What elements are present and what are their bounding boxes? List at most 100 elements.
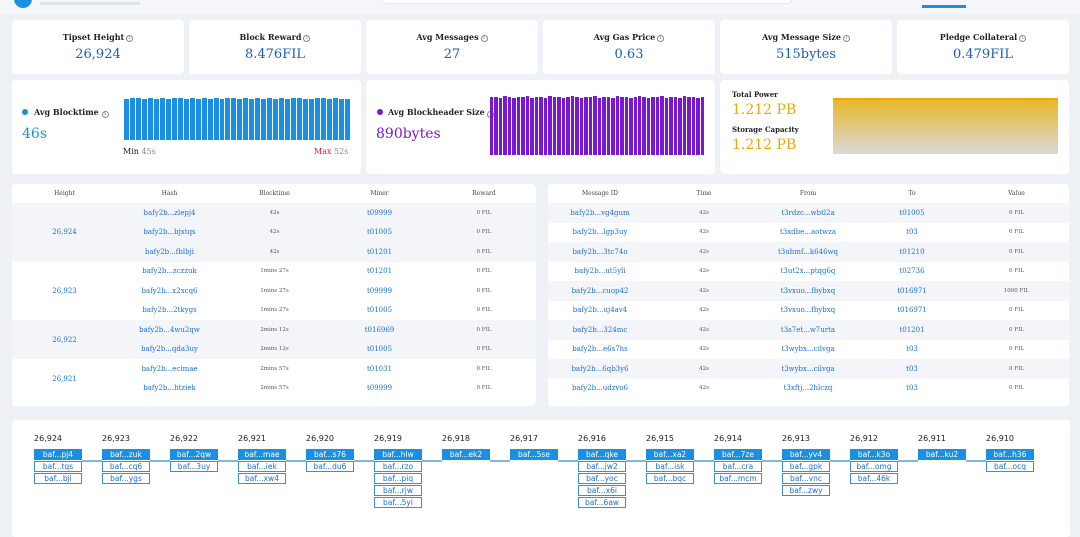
- from-cell[interactable]: t3wybx...cilvga: [781, 345, 835, 354]
- tipset-height[interactable]: 26,917: [510, 434, 538, 443]
- chart-bar[interactable]: [338, 98, 344, 140]
- logo-icon[interactable]: [14, 0, 32, 8]
- chart-bar[interactable]: [135, 98, 141, 140]
- chart-bar[interactable]: [561, 98, 566, 155]
- info-icon[interactable]: i: [126, 34, 134, 42]
- chart-bar[interactable]: [673, 96, 678, 155]
- block-node[interactable]: baf...qke: [578, 449, 626, 460]
- chart-bar[interactable]: [507, 97, 512, 155]
- chart-bar[interactable]: [267, 97, 273, 140]
- chart-bar[interactable]: [593, 96, 597, 155]
- message-id-cell[interactable]: bafy2b...324mc: [548, 320, 652, 340]
- message-id-cell[interactable]: bafy2b...udzvo6: [571, 384, 629, 393]
- message-id-cell[interactable]: bafy2b...3tc74o: [548, 242, 652, 262]
- chart-bar[interactable]: [642, 96, 646, 155]
- chart-bar[interactable]: [332, 98, 338, 140]
- search-input[interactable]: [382, 0, 792, 4]
- chart-bar[interactable]: [611, 98, 615, 155]
- hash-cell[interactable]: bafy2b...htziek: [143, 384, 196, 393]
- info-icon[interactable]: i: [1019, 34, 1027, 42]
- from-cell[interactable]: t3xftj...2hlczq: [783, 384, 833, 393]
- height-cell[interactable]: 26,922: [12, 320, 117, 359]
- block-node[interactable]: baf...mae: [238, 449, 286, 460]
- chart-bar[interactable]: [539, 97, 543, 155]
- chart-bar[interactable]: [700, 97, 705, 155]
- from-cell[interactable]: t3ut2x...ptqg6q: [780, 267, 836, 276]
- from-cell[interactable]: t3uhmf...k646wq: [756, 242, 860, 262]
- block-node[interactable]: baf...yv4: [782, 449, 830, 460]
- chart-bar[interactable]: [297, 98, 303, 140]
- tipset-height[interactable]: 26,921: [238, 434, 266, 443]
- chart-bar[interactable]: [285, 98, 291, 140]
- block-node[interactable]: baf...gpk: [782, 461, 830, 472]
- chart-bar[interactable]: [530, 98, 534, 155]
- chart-bar[interactable]: [213, 98, 219, 140]
- to-cell[interactable]: t03: [860, 359, 964, 379]
- chart-bar[interactable]: [490, 97, 494, 155]
- block-node[interactable]: baf...5se: [510, 449, 558, 460]
- chart-bar[interactable]: [521, 97, 525, 155]
- block-node[interactable]: baf...rzo: [374, 461, 422, 472]
- to-cell[interactable]: t03: [906, 228, 918, 237]
- chart-bar[interactable]: [243, 97, 249, 140]
- chart-bar[interactable]: [655, 96, 660, 155]
- chart-bar[interactable]: [494, 96, 498, 155]
- chart-bar[interactable]: [525, 96, 530, 155]
- block-node[interactable]: baf...yoc: [578, 473, 626, 484]
- to-cell[interactable]: t01201: [860, 320, 964, 340]
- chart-bar[interactable]: [273, 98, 279, 140]
- block-node[interactable]: baf...piq: [374, 473, 422, 484]
- height-cell[interactable]: 26,921: [52, 374, 77, 383]
- tipset-height[interactable]: 26,920: [306, 434, 334, 443]
- to-cell[interactable]: t016971: [860, 281, 964, 301]
- miner-cell[interactable]: t09999: [366, 384, 393, 393]
- chart-bar[interactable]: [512, 98, 516, 155]
- block-node[interactable]: baf...k3o: [850, 449, 898, 460]
- chart-bar[interactable]: [261, 99, 267, 140]
- chart-bar[interactable]: [165, 98, 171, 140]
- block-node[interactable]: baf...xa2: [646, 449, 694, 460]
- block-node[interactable]: baf...zwy: [782, 485, 830, 496]
- chart-bar[interactable]: [651, 97, 655, 155]
- to-cell[interactable]: t02736: [899, 267, 925, 276]
- chart-bar[interactable]: [687, 97, 691, 155]
- miner-cell[interactable]: t09999: [327, 203, 432, 223]
- from-cell[interactable]: t3rdzc...wbtl2a: [756, 203, 860, 223]
- chart-bar[interactable]: [207, 98, 213, 140]
- block-node[interactable]: baf...cq6: [102, 461, 150, 472]
- block-node[interactable]: baf...du6: [306, 461, 354, 472]
- to-cell[interactable]: t03: [906, 345, 918, 354]
- chart-bar[interactable]: [602, 97, 606, 155]
- block-node[interactable]: baf...6aw: [578, 497, 626, 508]
- to-cell[interactable]: t01210: [860, 242, 964, 262]
- hash-cell[interactable]: bafy2b...4wu2qw: [117, 320, 222, 340]
- chart-bar[interactable]: [309, 99, 314, 140]
- chart-bar[interactable]: [575, 96, 579, 155]
- to-cell[interactable]: t03: [906, 384, 918, 393]
- block-node[interactable]: baf...5yi: [374, 497, 422, 508]
- chart-bar[interactable]: [669, 97, 673, 155]
- miner-cell[interactable]: t09999: [366, 286, 393, 295]
- block-node[interactable]: baf...3uy: [170, 461, 218, 472]
- chart-bar[interactable]: [255, 98, 261, 140]
- hash-cell[interactable]: bafy2b...x2xcq6: [141, 286, 198, 295]
- miner-cell[interactable]: t01201: [327, 242, 432, 262]
- chart-bar[interactable]: [615, 96, 620, 155]
- chart-bar[interactable]: [326, 98, 332, 140]
- chart-bar[interactable]: [678, 98, 682, 155]
- tipset-height[interactable]: 26,914: [714, 434, 742, 443]
- chart-bar[interactable]: [153, 99, 159, 140]
- chart-bar[interactable]: [503, 96, 507, 155]
- block-node[interactable]: baf...s76: [306, 449, 354, 460]
- info-icon[interactable]: i: [842, 34, 850, 42]
- block-node[interactable]: baf...x6i: [578, 485, 626, 496]
- chart-bar[interactable]: [543, 98, 548, 155]
- block-node[interactable]: baf...rjw: [374, 485, 422, 496]
- block-node[interactable]: baf...vnc: [782, 473, 830, 484]
- chart-bar[interactable]: [498, 98, 503, 155]
- chart-bar[interactable]: [597, 98, 602, 155]
- chart-bar[interactable]: [552, 97, 557, 155]
- chart-bar[interactable]: [534, 96, 539, 155]
- chart-bar[interactable]: [516, 96, 521, 155]
- hash-cell[interactable]: bafy2b...zczzuk: [142, 267, 197, 276]
